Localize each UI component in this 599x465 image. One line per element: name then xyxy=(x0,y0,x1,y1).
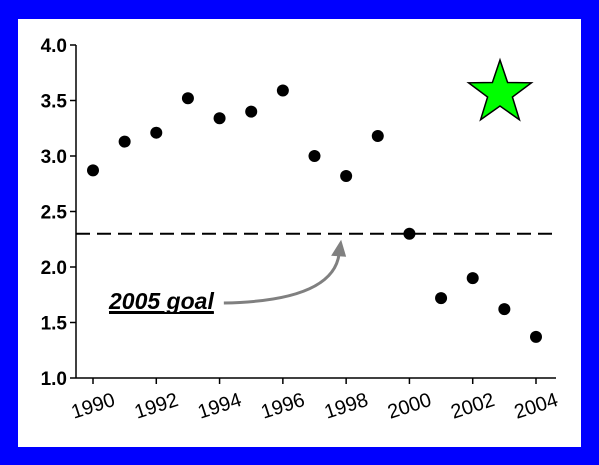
data-point xyxy=(308,150,321,162)
y-tick-label: 3.5 xyxy=(41,92,68,113)
data-points xyxy=(87,84,542,343)
data-point xyxy=(403,227,416,240)
x-tick-label: 2002 xyxy=(448,389,497,424)
annotation-arrow xyxy=(223,253,341,305)
x-tick-labels: 1990 1992 1994 1996 1998 2000 2002 2004 xyxy=(69,389,561,424)
annotation-arrow-head xyxy=(331,239,347,257)
y-tick-label: 2.0 xyxy=(41,258,67,279)
data-point xyxy=(245,105,258,118)
y-tick-label: 2.5 xyxy=(41,203,68,224)
y-tick-label: 3.0 xyxy=(41,147,67,168)
data-point xyxy=(181,92,194,105)
chart-panel: 1.0 1.5 2.0 2.5 3.0 3.5 4.0 1990 1992 1994 1996 19… xyxy=(18,19,581,447)
data-point xyxy=(498,303,511,316)
data-point xyxy=(118,135,131,148)
x-tick-label: 1996 xyxy=(258,389,307,424)
data-point xyxy=(87,164,99,177)
data-point xyxy=(466,272,479,285)
goal-annotation-label: 2005 goal xyxy=(108,288,214,314)
x-tick-label: 1992 xyxy=(132,389,181,424)
x-tick-label: 2004 xyxy=(512,389,561,424)
data-point xyxy=(530,330,542,343)
x-tick-label: 1998 xyxy=(322,389,371,424)
y-tick-marks xyxy=(70,44,76,379)
y-tick-labels: 1.0 1.5 2.0 2.5 3.0 3.5 4.0 xyxy=(41,36,68,390)
data-point xyxy=(435,292,448,305)
y-tick-label: 1.5 xyxy=(41,314,68,335)
x-tick-label: 2000 xyxy=(385,389,434,424)
y-tick-label: 1.0 xyxy=(41,369,67,390)
x-tick-label: 1990 xyxy=(69,389,118,424)
star-icon xyxy=(466,57,534,122)
data-point xyxy=(276,84,289,97)
data-point xyxy=(371,130,384,143)
x-tick-label: 1994 xyxy=(195,389,244,424)
data-point xyxy=(150,126,163,139)
data-point xyxy=(213,112,226,125)
data-point xyxy=(340,169,353,182)
x-tick-marks xyxy=(92,378,537,384)
y-tick-label: 4.0 xyxy=(41,36,67,57)
scatter-chart: 1.01.52.02.53.03.54.0 1990 1992 1994 1996 19… xyxy=(41,36,561,424)
